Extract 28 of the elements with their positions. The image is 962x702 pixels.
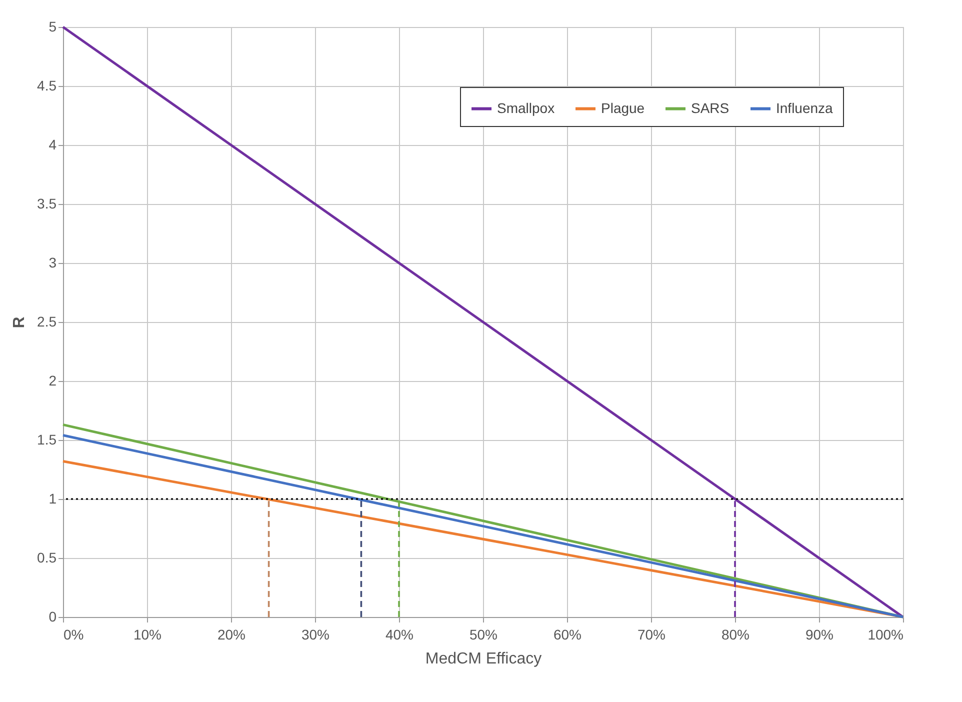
y-tick-label: 4 [48, 136, 57, 152]
x-axis-title: MedCM Efficacy [425, 650, 542, 668]
y-tick-label: 0.5 [37, 550, 57, 566]
x-tick-label: 30% [301, 626, 330, 642]
x-tick-label: 60% [553, 626, 582, 642]
y-tick-label: 5 [48, 18, 57, 34]
y-tick-label: 4.5 [37, 78, 57, 94]
y-tick-label: 3.5 [37, 196, 57, 212]
y-tick-label: 2.5 [37, 314, 57, 330]
legend-label: SARS [691, 100, 730, 116]
legend-label: Plague [601, 100, 645, 116]
x-tick-label: 100% [868, 626, 904, 642]
x-tick-label: 80% [721, 626, 750, 642]
y-tick-label: 3 [48, 254, 57, 270]
y-tick-label: 1 [48, 490, 57, 506]
x-tick-label: 40% [385, 626, 414, 642]
x-tick-label: 0% [64, 626, 84, 642]
x-tick-label: 10% [133, 626, 162, 642]
y-axis-title: R [11, 316, 28, 328]
y-tick-label: 1.5 [37, 432, 57, 448]
legend-label: Smallpox [497, 100, 555, 116]
legend-label: Influenza [776, 100, 834, 116]
x-tick-label: 50% [469, 626, 498, 642]
x-tick-label: 20% [217, 626, 246, 642]
x-tick-label: 90% [805, 626, 834, 642]
y-tick-label: 0 [48, 608, 57, 624]
y-tick-label: 2 [48, 372, 57, 388]
x-tick-label: 70% [637, 626, 666, 642]
